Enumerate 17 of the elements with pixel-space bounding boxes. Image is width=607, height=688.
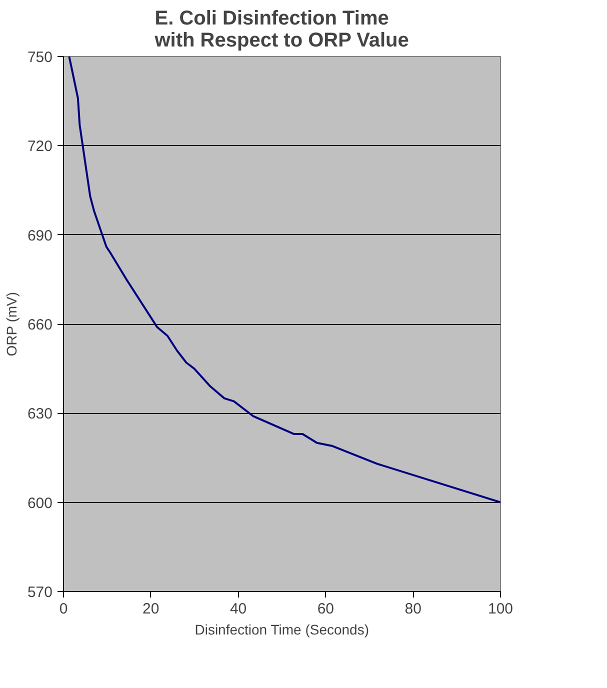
line-series (68, 56, 500, 504)
chart-title: E. Coli Disinfection Time with Respect to ORP Value (154, 8, 409, 52)
y-tick-label: 630 (27, 406, 53, 423)
x-tick-label: 20 (142, 600, 160, 618)
y-tick-label: 750 (27, 49, 53, 66)
y-tick-label: 570 (27, 584, 53, 601)
y-tick-label: 600 (27, 494, 53, 512)
y-tick-label: 690 (27, 227, 53, 244)
x-tick-label: 40 (230, 600, 247, 618)
x-tick-label: 80 (404, 600, 422, 618)
y-tick-label: 660 (27, 316, 53, 334)
x-axis-title: Disinfection Time (Seconds) (194, 622, 370, 638)
y-tick-label: 720 (27, 138, 53, 156)
x-tick-label: 60 (317, 600, 334, 618)
x-tick-label: 0 (59, 600, 68, 618)
x-tick-label: 100 (488, 600, 514, 618)
y-axis-title: ORP (mV) (3, 292, 20, 356)
